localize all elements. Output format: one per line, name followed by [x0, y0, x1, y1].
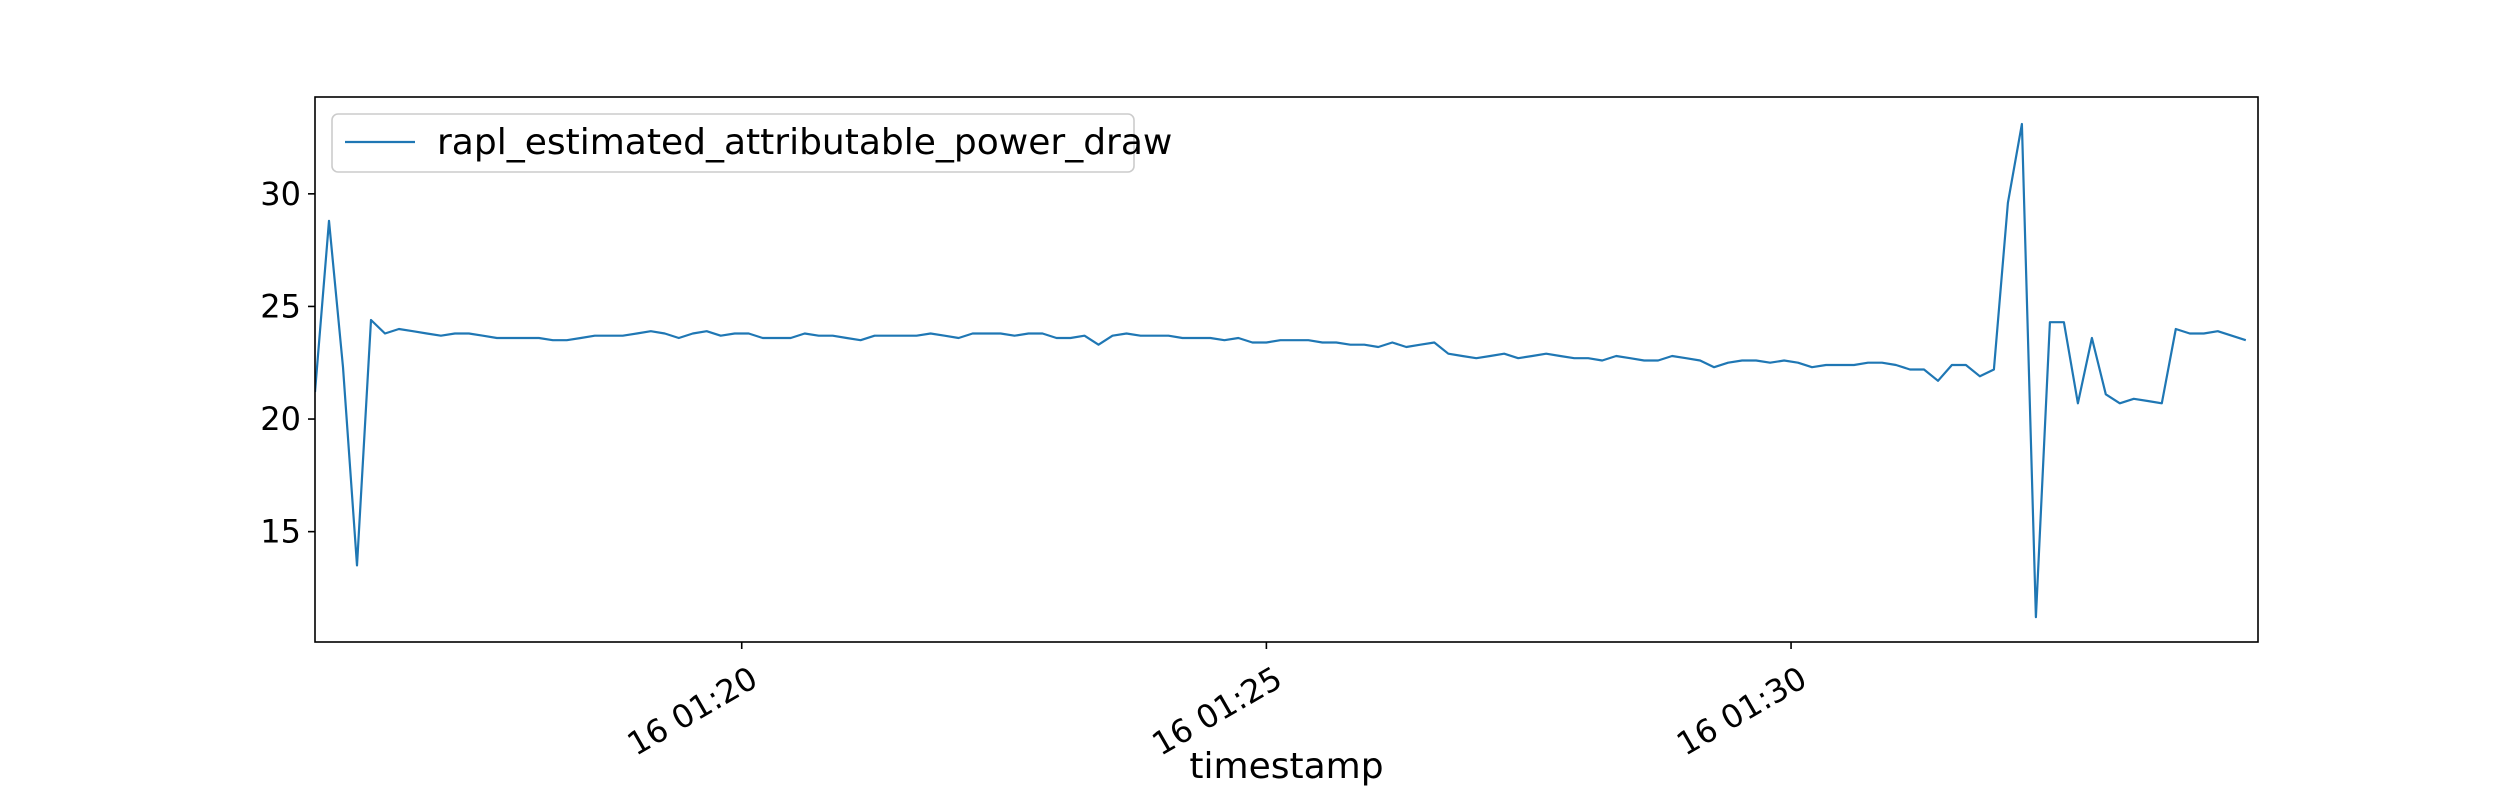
y-tick-label: 20 [260, 400, 301, 438]
x-tick-label: 16 01:30 [1670, 659, 1813, 763]
y-tick-label: 15 [260, 513, 301, 551]
y-tick-label: 30 [260, 175, 301, 213]
y-tick-label: 25 [260, 287, 301, 325]
legend-label: rapl_estimated_attributable_power_draw [437, 122, 1172, 163]
series-line [315, 122, 2247, 619]
plot-area [314, 96, 2259, 643]
plot-frame [314, 96, 2259, 643]
legend: rapl_estimated_attributable_power_draw [331, 113, 1172, 173]
x-tick-label: 16 01:20 [621, 659, 764, 763]
x-axis-title: timestamp [1189, 746, 1383, 787]
legend-box [331, 113, 1135, 173]
